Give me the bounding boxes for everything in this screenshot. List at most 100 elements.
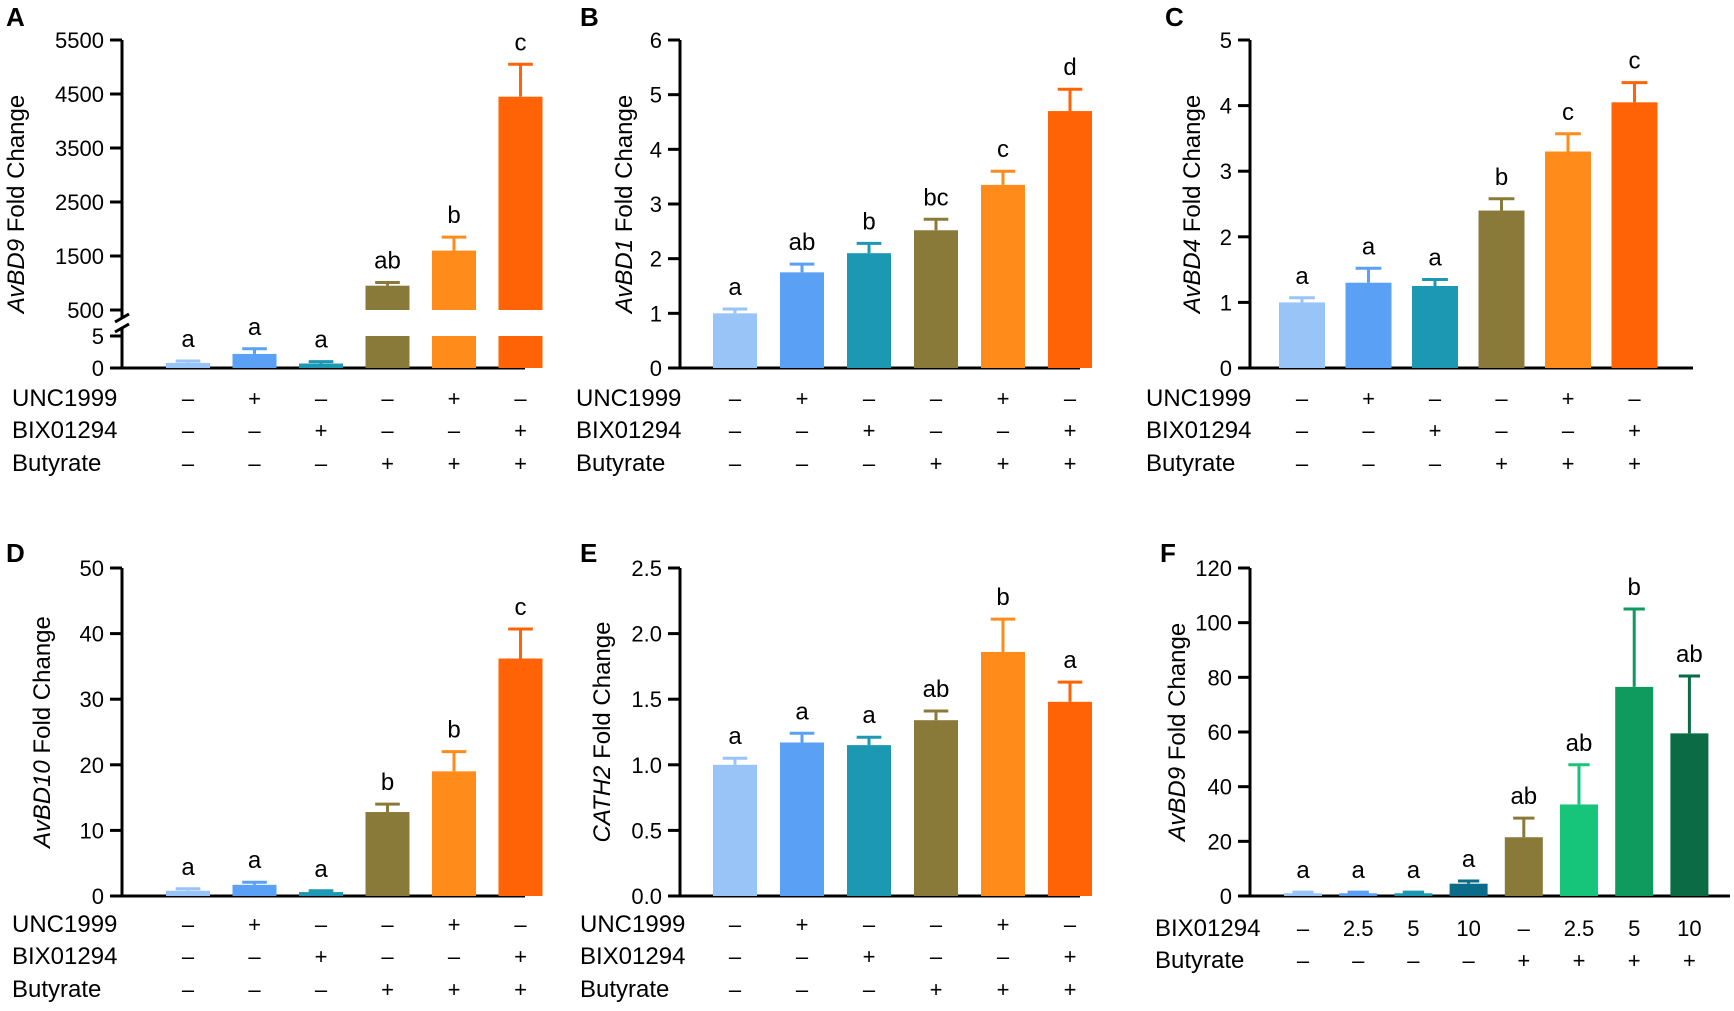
y-tick-label: 0.5 — [631, 818, 662, 843]
condition-value: – — [182, 451, 195, 476]
condition-value: – — [381, 944, 394, 969]
condition-value: – — [315, 912, 328, 937]
condition-value: + — [1064, 418, 1077, 443]
significance-letter: a — [248, 314, 262, 341]
y-axis-label: AvBD9 Fold Change — [3, 95, 30, 315]
condition-value: 2.5 — [1343, 916, 1374, 941]
condition-value: – — [729, 977, 742, 1002]
bar — [232, 353, 277, 368]
y-axis-label: AvBD9 Fold Change — [1164, 623, 1191, 843]
condition-value: – — [796, 944, 809, 969]
significance-letter: c — [1562, 99, 1574, 126]
condition-value: – — [1297, 916, 1310, 941]
y-tick-label: 4 — [650, 137, 662, 162]
bar — [299, 363, 343, 368]
condition-value: – — [1296, 418, 1309, 443]
condition-value: – — [315, 977, 328, 1002]
significance-letter: b — [1628, 574, 1641, 601]
significance-letter: b — [862, 208, 875, 235]
y-tick-label: 4 — [1220, 94, 1232, 119]
condition-value: – — [997, 418, 1010, 443]
bar — [1615, 686, 1654, 896]
bar — [498, 658, 543, 896]
chart-panel-b: B AvBD1 Fold Change 0 1 2 3 4 5 6 a ab b bc c d UNC1999… — [576, 2, 1092, 477]
condition-label: BIX01294 — [12, 417, 117, 444]
significance-letter: a — [1462, 846, 1476, 873]
condition-value: – — [1462, 948, 1475, 973]
y-tick-label: 40 — [80, 622, 104, 647]
y-tick-label: 2.5 — [631, 556, 662, 581]
significance-letter: ab — [923, 676, 950, 703]
condition-value: + — [997, 451, 1010, 476]
condition-value: – — [729, 912, 742, 937]
y-tick-label: 80 — [1208, 665, 1232, 690]
significance-letter: a — [1407, 857, 1421, 884]
bar — [1339, 893, 1378, 896]
condition-value: – — [1518, 916, 1531, 941]
condition-value: – — [1064, 912, 1077, 937]
significance-letter: b — [447, 202, 460, 229]
y-tick-label: 2 — [1220, 225, 1232, 250]
condition-value: – — [182, 418, 195, 443]
condition-value: 5 — [1628, 916, 1640, 941]
significance-letter: a — [1063, 647, 1077, 674]
panel-label: D — [6, 538, 25, 568]
condition-value: – — [381, 418, 394, 443]
condition-value: – — [729, 386, 742, 411]
bar — [713, 313, 757, 368]
y-tick-label: 1.5 — [631, 687, 662, 712]
condition-label: Butyrate — [576, 450, 665, 477]
significance-letter: c — [515, 29, 527, 56]
condition-label: UNC1999 — [1146, 385, 1251, 412]
condition-label: UNC1999 — [12, 911, 117, 938]
significance-letter: a — [1428, 244, 1442, 271]
condition-label: BIX01294 — [576, 417, 681, 444]
condition-value: – — [1562, 418, 1575, 443]
condition-value: + — [997, 386, 1010, 411]
condition-value: – — [381, 386, 394, 411]
significance-letter: b — [381, 769, 394, 796]
condition-value: – — [1429, 386, 1442, 411]
condition-value: – — [1296, 451, 1309, 476]
y-tick-label: 40 — [1208, 775, 1232, 800]
bar — [780, 272, 824, 368]
bar — [365, 336, 410, 368]
bar — [232, 884, 277, 896]
condition-value: + — [514, 418, 527, 443]
condition-value: – — [863, 386, 876, 411]
significance-letter: ab — [789, 229, 816, 256]
bar — [1504, 837, 1543, 896]
significance-letter: b — [1495, 164, 1508, 191]
y-tick-label: 2 — [650, 247, 662, 272]
condition-value: – — [863, 451, 876, 476]
condition-value: + — [1064, 977, 1077, 1002]
significance-letter: c — [515, 594, 527, 621]
y-tick-label: 5 — [92, 324, 104, 349]
condition-value: + — [1573, 948, 1586, 973]
condition-value: + — [1562, 386, 1575, 411]
y-tick-label: 3500 — [55, 136, 104, 161]
significance-letter: a — [1362, 233, 1376, 260]
bar — [166, 890, 210, 896]
condition-value: – — [863, 977, 876, 1002]
bar — [1560, 804, 1598, 896]
condition-value: – — [1296, 386, 1309, 411]
condition-label: UNC1999 — [12, 385, 117, 412]
condition-value: + — [514, 451, 527, 476]
significance-letter: a — [1352, 857, 1366, 884]
condition-value: + — [1517, 948, 1530, 973]
condition-label: Butyrate — [1155, 947, 1244, 974]
condition-value: – — [182, 386, 195, 411]
y-tick-label: 5 — [650, 83, 662, 108]
bar — [780, 742, 824, 896]
bar — [432, 336, 476, 368]
condition-value: + — [448, 451, 461, 476]
y-tick-label: 2500 — [55, 190, 104, 215]
bar-upper — [498, 96, 543, 310]
bar — [1449, 883, 1488, 896]
y-tick-label: 100 — [1195, 611, 1232, 636]
condition-label: BIX01294 — [1146, 417, 1251, 444]
bar — [1394, 893, 1433, 896]
condition-value: – — [182, 912, 195, 937]
significance-letter: ab — [1566, 730, 1593, 757]
